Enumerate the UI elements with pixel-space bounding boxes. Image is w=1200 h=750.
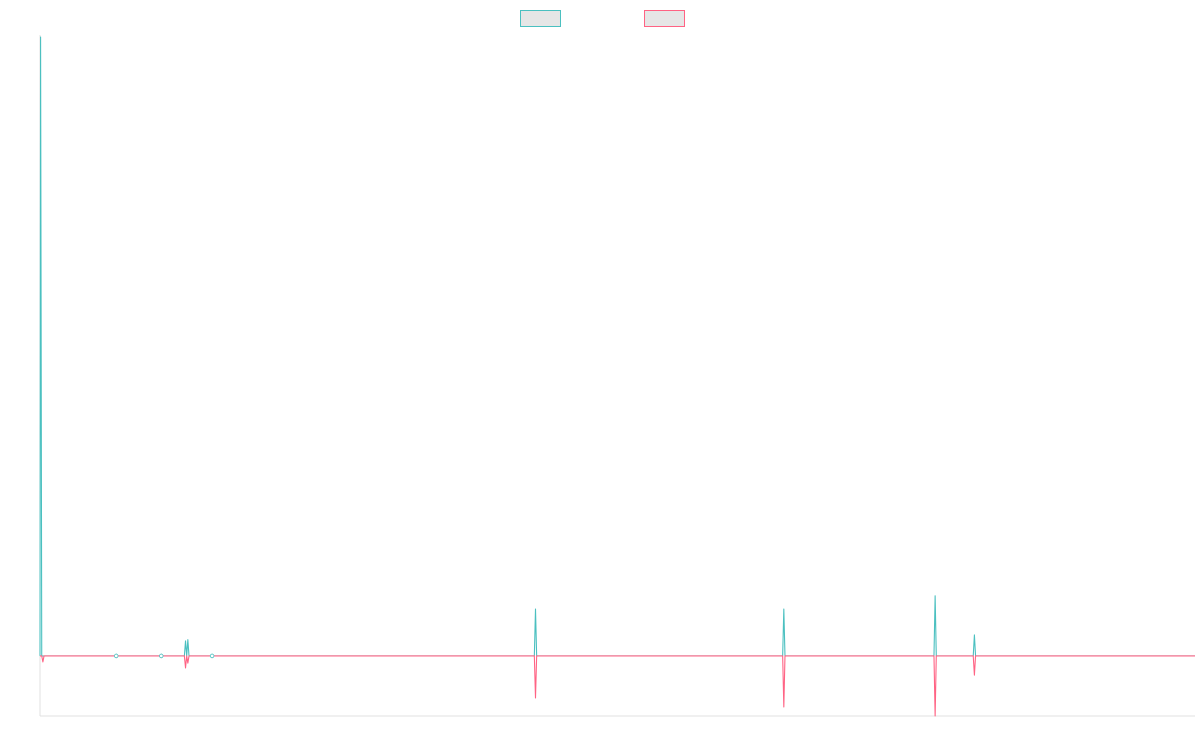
series-line-1 — [39, 36, 1195, 657]
series-layer — [39, 36, 1195, 717]
axes — [39, 35, 1195, 717]
data-point-marker — [209, 653, 215, 659]
legend[interactable] — [520, 10, 685, 27]
legend-swatch-1[interactable] — [520, 10, 561, 27]
data-point-marker — [114, 653, 119, 659]
series-line-2 — [40, 655, 1195, 717]
legend-item-1[interactable] — [520, 10, 561, 27]
legend-item-2[interactable] — [644, 10, 685, 27]
data-point-marker — [159, 653, 164, 659]
legend-swatch-2[interactable] — [644, 10, 685, 27]
